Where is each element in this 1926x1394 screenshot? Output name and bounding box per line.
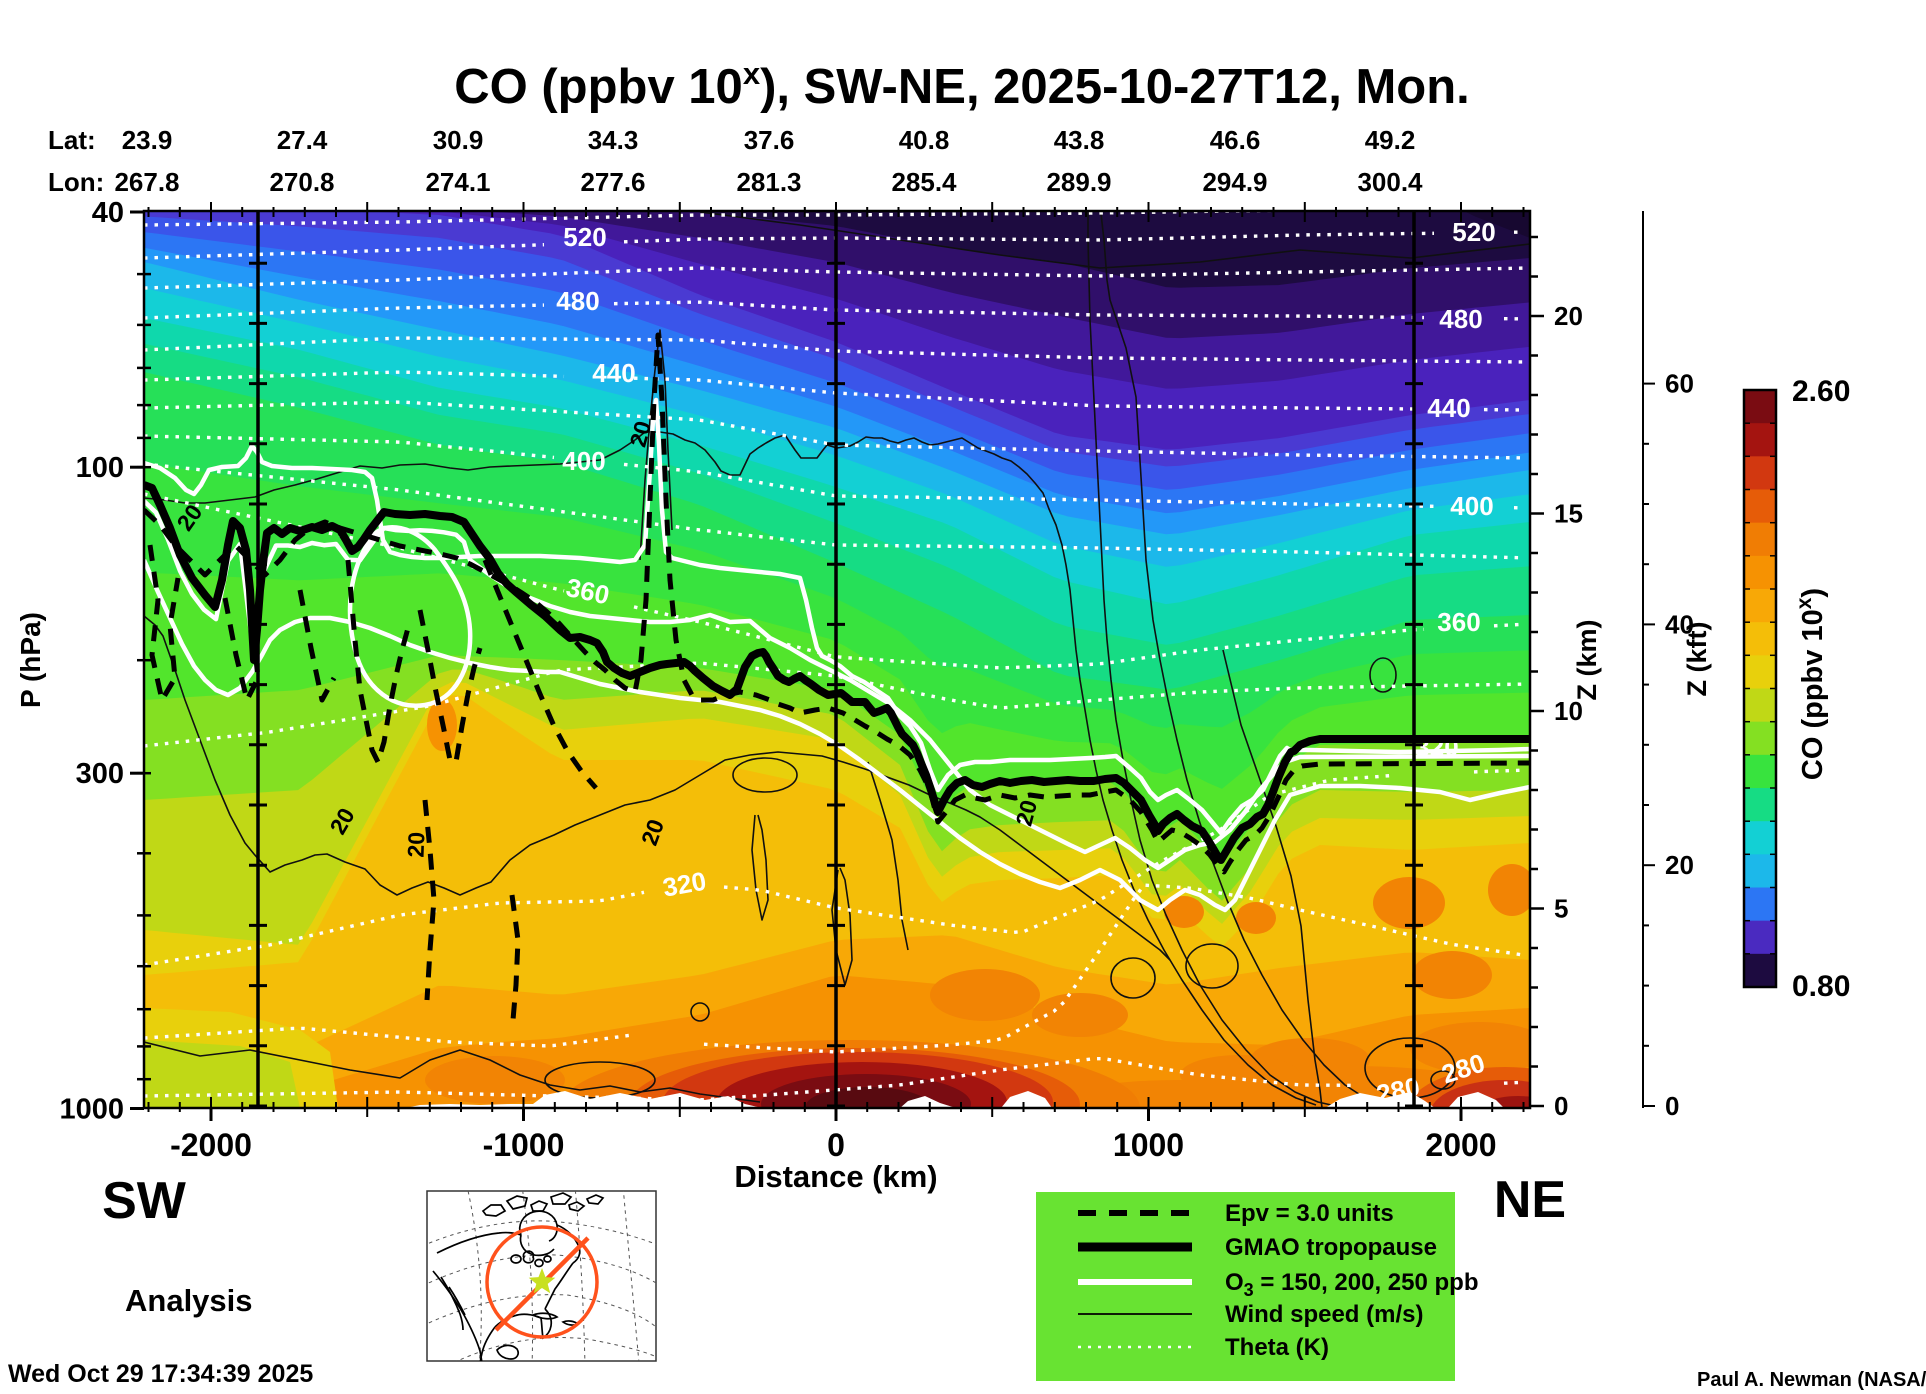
svg-text:20: 20 (1665, 850, 1694, 880)
svg-text:P (hPa): P (hPa) (15, 612, 46, 708)
svg-text:Distance (km): Distance (km) (734, 1159, 937, 1194)
svg-text:Wind speed (m/s): Wind speed (m/s) (1225, 1301, 1423, 1328)
svg-text:30.9: 30.9 (433, 125, 484, 155)
svg-text:43.8: 43.8 (1054, 125, 1105, 155)
svg-text:Epv = 3.0 units: Epv = 3.0 units (1225, 1200, 1394, 1227)
svg-text:300.4: 300.4 (1357, 167, 1423, 197)
svg-text:360: 360 (1437, 607, 1480, 637)
svg-text:20: 20 (403, 831, 430, 857)
svg-text:20: 20 (1554, 301, 1583, 331)
svg-text:400: 400 (1450, 491, 1493, 521)
svg-text:0: 0 (827, 1127, 845, 1163)
svg-text:34.3: 34.3 (588, 125, 639, 155)
svg-text:27.4: 27.4 (277, 125, 328, 155)
svg-text:274.1: 274.1 (425, 167, 490, 197)
svg-text:Theta (K): Theta (K) (1225, 1334, 1329, 1361)
svg-text:CO (ppbv 10x): CO (ppbv 10x) (1793, 588, 1829, 780)
svg-text:CO (ppbv 10x), SW-NE, 2025-10-: CO (ppbv 10x), SW-NE, 2025-10-27T12, Mon… (454, 56, 1470, 114)
svg-text:SW: SW (102, 1172, 187, 1230)
svg-text:NE: NE (1494, 1171, 1566, 1229)
svg-text:23.9: 23.9 (122, 125, 173, 155)
svg-text:Paul A. Newman (NASA/GSFC): Paul A. Newman (NASA/GSFC) (1697, 1369, 1926, 1391)
svg-text:480: 480 (556, 286, 599, 316)
svg-text:37.6: 37.6 (744, 125, 795, 155)
svg-text:Z (kft): Z (kft) (1682, 622, 1712, 697)
svg-text:281.3: 281.3 (736, 167, 801, 197)
svg-text:0: 0 (1554, 1091, 1568, 1121)
svg-text:440: 440 (592, 358, 635, 388)
svg-text:320: 320 (660, 866, 708, 903)
svg-text:270.8: 270.8 (269, 167, 334, 197)
svg-text:O3 = 150, 200, 250 ppb: O3 = 150, 200, 250 ppb (1225, 1269, 1479, 1300)
svg-text:10: 10 (1554, 696, 1583, 726)
svg-text:Lon:: Lon: (48, 167, 104, 197)
svg-text:289.9: 289.9 (1046, 167, 1111, 197)
svg-text:40: 40 (92, 197, 124, 229)
svg-text:GMAO tropopause: GMAO tropopause (1225, 1234, 1437, 1261)
svg-text:285.4: 285.4 (891, 167, 957, 197)
svg-text:Z (km): Z (km) (1572, 620, 1602, 701)
svg-text:294.9: 294.9 (1202, 167, 1267, 197)
svg-text:520: 520 (563, 222, 606, 252)
svg-text:0.80: 0.80 (1792, 970, 1850, 1003)
svg-text:Wed Oct 29 17:34:39 2025: Wed Oct 29 17:34:39 2025 (8, 1360, 313, 1388)
svg-text:520: 520 (1452, 217, 1495, 247)
svg-text:100: 100 (76, 452, 124, 484)
svg-text:Lat:: Lat: (48, 125, 96, 155)
svg-text:0: 0 (1665, 1091, 1679, 1121)
svg-text:400: 400 (562, 446, 605, 476)
svg-text:2.60: 2.60 (1792, 375, 1850, 408)
svg-text:40.8: 40.8 (899, 125, 950, 155)
svg-text:46.6: 46.6 (1210, 125, 1261, 155)
svg-text:5: 5 (1554, 894, 1568, 924)
svg-text:277.6: 277.6 (580, 167, 645, 197)
svg-text:15: 15 (1554, 499, 1583, 529)
svg-text:40: 40 (1665, 609, 1694, 639)
svg-text:60: 60 (1665, 369, 1694, 399)
svg-text:480: 480 (1439, 304, 1482, 334)
svg-text:1000: 1000 (59, 1094, 124, 1126)
svg-text:-2000: -2000 (170, 1127, 252, 1163)
svg-text:1000: 1000 (1113, 1127, 1184, 1163)
svg-text:440: 440 (1427, 393, 1470, 423)
svg-text:300: 300 (76, 758, 124, 790)
svg-text:267.8: 267.8 (114, 167, 179, 197)
svg-text:49.2: 49.2 (1365, 125, 1416, 155)
svg-text:-1000: -1000 (483, 1127, 565, 1163)
svg-text:Analysis: Analysis (125, 1283, 253, 1318)
svg-text:2000: 2000 (1425, 1127, 1496, 1163)
